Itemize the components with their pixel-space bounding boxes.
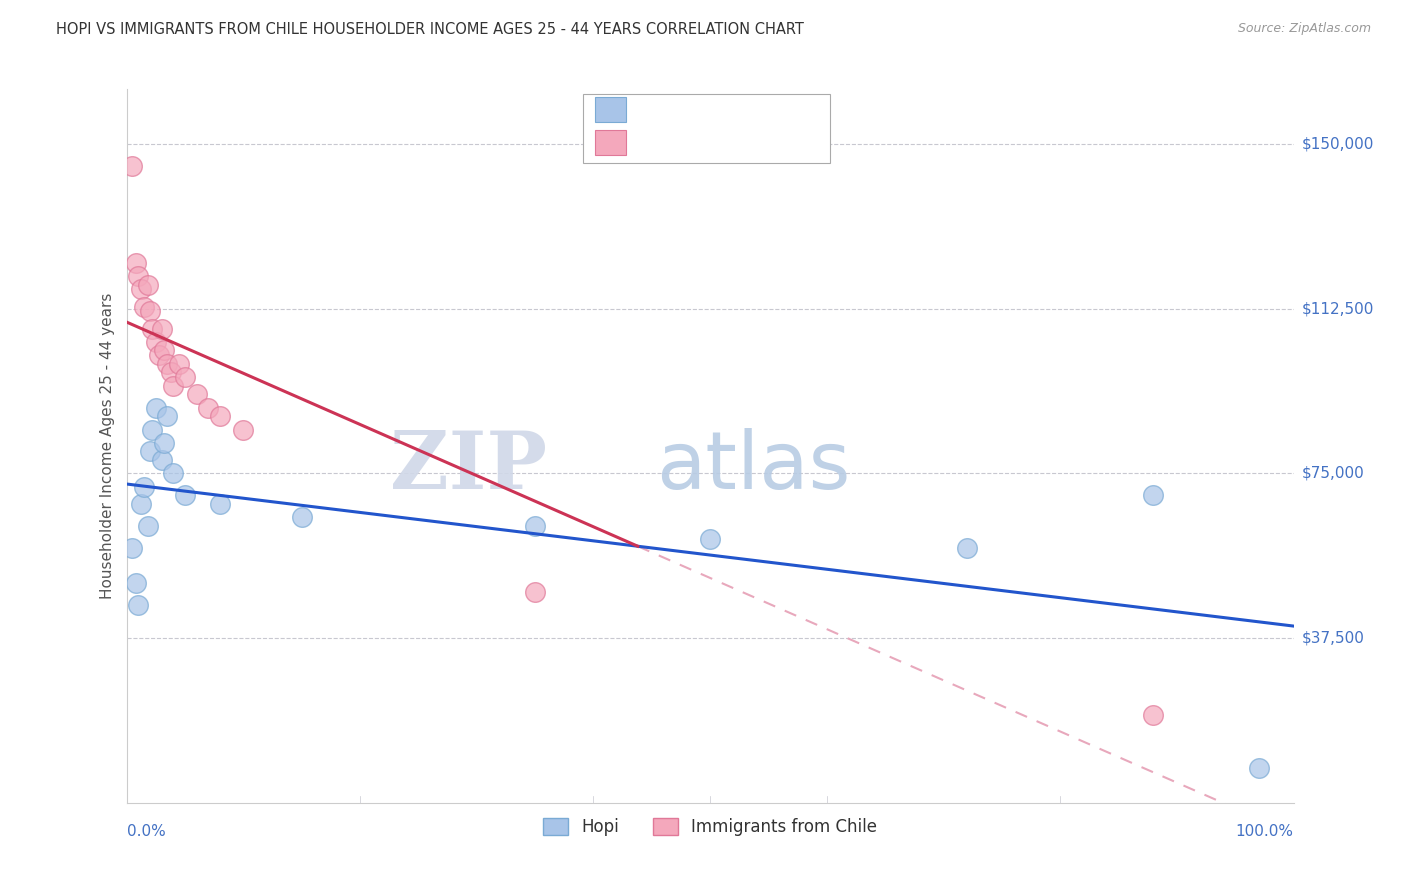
Text: atlas: atlas bbox=[655, 428, 851, 507]
Point bbox=[150, 321, 173, 335]
Point bbox=[129, 497, 152, 511]
Point bbox=[167, 357, 190, 371]
Point bbox=[127, 268, 149, 283]
Point bbox=[1142, 488, 1164, 502]
Point bbox=[1247, 761, 1270, 775]
Text: N =: N = bbox=[724, 103, 768, 117]
Point bbox=[197, 401, 219, 415]
Point bbox=[1142, 708, 1164, 723]
Point bbox=[132, 300, 155, 314]
Text: 23: 23 bbox=[770, 136, 792, 150]
Text: $112,500: $112,500 bbox=[1302, 301, 1374, 317]
Point bbox=[145, 334, 167, 349]
Point bbox=[162, 378, 184, 392]
Point bbox=[125, 255, 148, 269]
Point bbox=[153, 435, 176, 450]
Point bbox=[121, 159, 143, 173]
Text: HOPI VS IMMIGRANTS FROM CHILE HOUSEHOLDER INCOME AGES 25 - 44 YEARS CORRELATION : HOPI VS IMMIGRANTS FROM CHILE HOUSEHOLDE… bbox=[56, 22, 804, 37]
Text: $150,000: $150,000 bbox=[1302, 136, 1374, 152]
Legend: Hopi, Immigrants from Chile: Hopi, Immigrants from Chile bbox=[534, 810, 886, 845]
Point bbox=[125, 576, 148, 591]
Text: $37,500: $37,500 bbox=[1302, 631, 1365, 646]
Point bbox=[141, 423, 163, 437]
Y-axis label: Householder Income Ages 25 - 44 years: Householder Income Ages 25 - 44 years bbox=[100, 293, 115, 599]
Point bbox=[956, 541, 979, 555]
Text: $75,000: $75,000 bbox=[1302, 466, 1365, 481]
Text: Source: ZipAtlas.com: Source: ZipAtlas.com bbox=[1237, 22, 1371, 36]
Text: 100.0%: 100.0% bbox=[1236, 824, 1294, 839]
Point bbox=[232, 423, 254, 437]
Point bbox=[136, 519, 159, 533]
Text: N =: N = bbox=[724, 136, 768, 150]
Point bbox=[141, 321, 163, 335]
Point bbox=[290, 510, 312, 524]
Text: ZIP: ZIP bbox=[389, 428, 547, 507]
Text: -0.438: -0.438 bbox=[676, 136, 731, 150]
Point bbox=[148, 348, 170, 362]
Point bbox=[156, 357, 179, 371]
Point bbox=[186, 387, 208, 401]
Point bbox=[208, 409, 231, 424]
Point bbox=[139, 304, 162, 318]
Point bbox=[156, 409, 179, 424]
Point bbox=[132, 480, 155, 494]
Point bbox=[699, 533, 721, 547]
Point bbox=[160, 366, 183, 380]
Point bbox=[129, 282, 152, 296]
Point bbox=[145, 401, 167, 415]
Point bbox=[208, 497, 231, 511]
Point bbox=[121, 541, 143, 555]
Point bbox=[127, 598, 149, 612]
Point bbox=[136, 277, 159, 292]
Point bbox=[523, 585, 546, 599]
Point bbox=[174, 488, 197, 502]
Text: -0.674: -0.674 bbox=[676, 103, 731, 117]
Text: 0.0%: 0.0% bbox=[127, 824, 166, 839]
Point bbox=[150, 453, 173, 467]
Text: R =: R = bbox=[637, 103, 671, 117]
Text: R =: R = bbox=[637, 136, 671, 150]
Point bbox=[139, 444, 162, 458]
Point bbox=[174, 369, 197, 384]
Point bbox=[523, 519, 546, 533]
Point bbox=[153, 343, 176, 358]
Text: 20: 20 bbox=[770, 103, 792, 117]
Point bbox=[162, 467, 184, 481]
